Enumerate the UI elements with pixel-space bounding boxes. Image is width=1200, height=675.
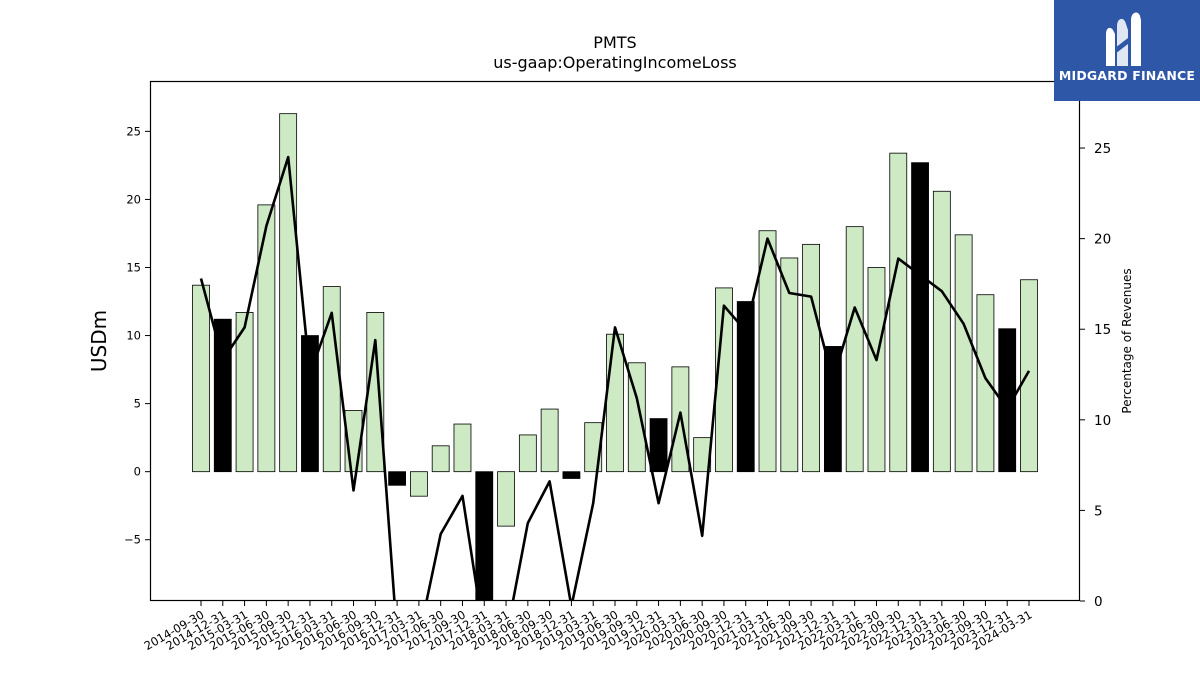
line-group [199, 155, 1031, 601]
y-right-tick-label: 20 [1094, 232, 1111, 248]
percentage-line [199, 155, 1031, 601]
bar-2017-09-30 [453, 423, 472, 473]
y-axis-left: −5 0 5 10 15 20 25 [124, 124, 150, 547]
y-right-tick-label: 25 [1094, 141, 1111, 157]
y-tick-label: 10 [126, 329, 141, 343]
bar-2023-03-31 [932, 190, 951, 473]
bar-2019-09-30 [627, 362, 646, 473]
bar-2019-06-30 [606, 333, 624, 473]
bar-2015-06-30 [257, 204, 276, 473]
x-axis: 2014-09-302014-12-312015-03-312015-06-30… [142, 601, 1035, 653]
bar-2023-06-30 [954, 234, 973, 473]
brand-logo: MIDGARD FINANCE [1054, 0, 1200, 101]
bar-2022-12-31 [911, 162, 929, 473]
y-tick-label: −5 [124, 533, 141, 547]
bar-2017-12-31 [475, 471, 494, 601]
bar-2015-12-31 [301, 335, 319, 473]
bar-2023-12-31 [998, 328, 1017, 473]
bar-2018-06-30 [518, 434, 537, 473]
y-tick-label: 20 [126, 192, 141, 206]
bar-2014-09-30 [192, 284, 210, 473]
y-right-tick-label: 5 [1094, 503, 1103, 519]
bar-2024-03-31 [1020, 279, 1038, 473]
brand-name: MIDGARD FINANCE [1058, 68, 1196, 83]
bar-2021-12-31 [823, 346, 842, 473]
y-tick-label: 0 [134, 465, 141, 479]
bar-2023-09-30 [976, 294, 995, 473]
y-right-tick-label: 10 [1094, 413, 1111, 429]
y-tick-label: 25 [126, 124, 141, 138]
bar-2016-12-31 [388, 471, 407, 486]
bar-2021-03-31 [758, 230, 777, 473]
bar-2022-03-31 [845, 226, 864, 473]
bar-2021-09-30 [802, 243, 821, 473]
bar-2015-03-31 [235, 312, 254, 473]
y-tick-label: 15 [126, 260, 141, 274]
plot-frame [149, 80, 1081, 602]
bar-2019-12-31 [649, 418, 668, 473]
chart-subtitle: us-gaap:OperatingIncomeLoss [493, 53, 737, 72]
y-axis-label: USDm [87, 310, 111, 372]
bar-2017-06-30 [431, 445, 450, 473]
bar-2018-03-31 [497, 471, 515, 527]
bar-2018-12-31 [562, 471, 581, 479]
bar-2020-09-30 [715, 287, 733, 473]
bar-2017-03-31 [409, 471, 428, 497]
midgard-m-logo-icon [1106, 12, 1141, 66]
bar-2022-09-30 [889, 152, 908, 473]
bar-2022-06-30 [867, 267, 886, 473]
bar-2014-12-31 [213, 318, 232, 473]
y-axis-right: 0 5 10 15 20 25 [1080, 141, 1111, 610]
y-tick-label: 5 [134, 397, 141, 411]
bars-group [192, 113, 1038, 601]
bar-2016-09-30 [366, 312, 385, 473]
bar-2020-12-31 [736, 301, 755, 473]
y-right-tick-label: 0 [1094, 594, 1103, 610]
bar-2018-09-30 [540, 408, 559, 473]
y-axis-right-label: Percentage of Revenues [1120, 268, 1134, 413]
bar-2021-06-30 [780, 257, 799, 473]
y-right-tick-label: 15 [1094, 322, 1111, 338]
chart-title: PMTS [593, 33, 636, 52]
